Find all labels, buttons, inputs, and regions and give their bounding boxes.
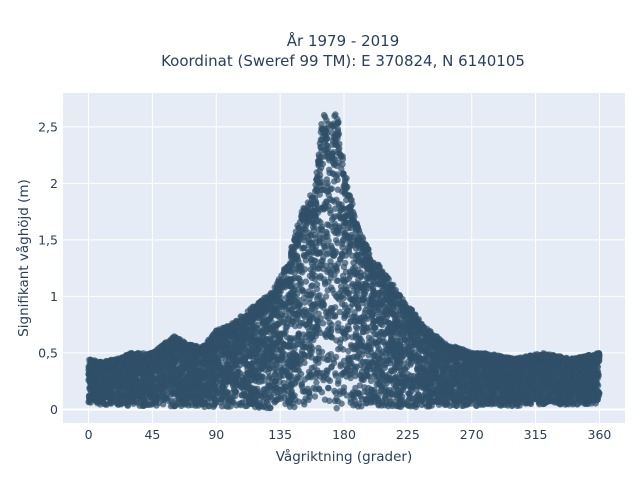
scatter-point [282,324,290,331]
scatter-point [348,252,356,259]
scatter-point [399,393,406,400]
scatter-point [313,285,321,293]
scatter-point [345,347,352,355]
chart-title: År 1979 - 2019 Koordinat (Sweref 99 TM):… [161,31,525,70]
scatter-point [224,397,232,405]
scatter-point [302,278,310,285]
scatter-point [328,321,335,328]
scatter-point [308,282,316,289]
scatter-point [333,405,340,412]
scatter-point [354,347,362,354]
scatter-points [85,111,603,412]
scatter-point [319,320,327,327]
chart-title-line-1: År 1979 - 2019 [287,31,400,50]
scatter-point [315,249,323,256]
scatter-point [229,337,237,344]
scatter-point [313,379,320,386]
scatter-point [337,283,345,290]
scatter-point [311,393,319,400]
scatter-point [311,275,319,283]
scatter-point [332,205,339,212]
scatter-point [313,281,321,288]
scatter-point [352,384,359,392]
scatter-point [463,401,470,409]
scatter-point [277,372,284,380]
scatter-point [300,398,307,405]
scatter-point [414,362,422,370]
scatter-point [328,284,335,291]
scatter-point [315,310,322,317]
scatter-point [328,242,335,250]
scatter-point [325,222,333,229]
chart-title-line-2: Koordinat (Sweref 99 TM): E 370824, N 61… [161,52,525,70]
scatter-point [407,361,414,368]
scatter-point [317,274,324,281]
scatter-point [325,384,332,392]
scatter-point [342,283,350,290]
